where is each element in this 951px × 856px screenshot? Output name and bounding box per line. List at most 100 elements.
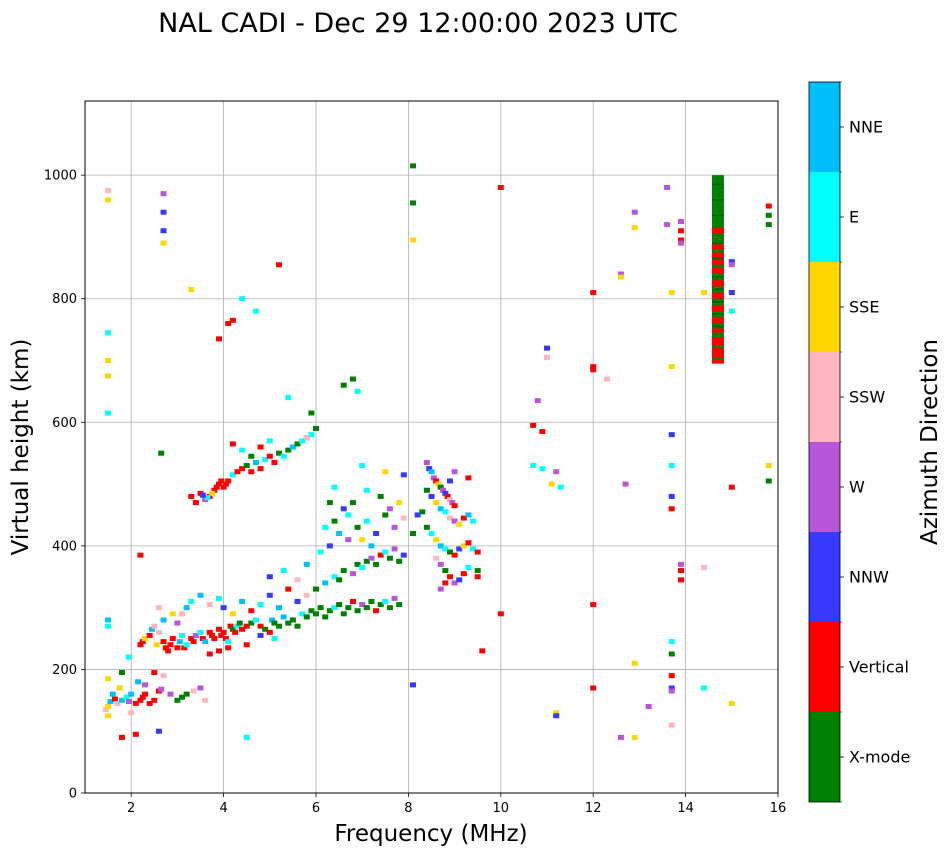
- echo-point: [456, 521, 463, 527]
- echo-point: [460, 515, 467, 521]
- echo-point: [294, 623, 301, 629]
- echo-point: [765, 222, 772, 228]
- column-dark-line: [711, 325, 724, 328]
- echo-point: [142, 682, 149, 688]
- echo-point: [276, 623, 283, 629]
- echo-point: [174, 697, 181, 703]
- echo-point: [322, 524, 329, 530]
- colorbar-tick-label: W: [849, 478, 865, 497]
- echo-point: [179, 694, 186, 700]
- echo-point: [102, 707, 109, 713]
- echo-point: [262, 456, 269, 462]
- echo-point: [326, 500, 333, 506]
- echo-point: [474, 568, 481, 574]
- echo-point: [590, 364, 597, 370]
- echo-point: [243, 642, 250, 648]
- echo-point: [285, 620, 292, 626]
- echo-point: [299, 611, 306, 617]
- echo-point: [677, 240, 684, 246]
- y-tick-label: 400: [52, 539, 77, 554]
- column-dark-line: [711, 313, 724, 315]
- echo-point: [386, 506, 393, 512]
- colorbar-segment: [809, 442, 840, 532]
- echo-point: [234, 469, 241, 475]
- echo-point: [239, 466, 246, 472]
- echo-point: [105, 188, 112, 194]
- echo-point: [158, 686, 165, 692]
- echo-point: [303, 592, 310, 598]
- echo-point: [155, 605, 162, 611]
- echo-point: [114, 700, 121, 706]
- echo-point: [215, 648, 222, 654]
- colorbar-tick-label: NNE: [849, 118, 883, 137]
- echo-point: [410, 200, 417, 206]
- echo-point: [728, 308, 735, 314]
- echo-point: [677, 577, 684, 583]
- echo-point: [340, 611, 347, 617]
- echo-point: [645, 704, 652, 709]
- colorbar-tick-label: SSW: [849, 388, 885, 407]
- echo-point: [430, 475, 437, 481]
- echo-point: [118, 697, 125, 703]
- echo-point: [668, 685, 675, 691]
- echo-point: [276, 262, 283, 268]
- echo-point: [456, 577, 463, 583]
- echo-point: [391, 595, 398, 601]
- column-vertical-band: [711, 292, 724, 299]
- echo-point: [331, 574, 338, 580]
- echo-point: [252, 617, 259, 623]
- echo-point: [289, 617, 296, 623]
- echo-point: [225, 478, 232, 484]
- column-vertical-band: [711, 304, 724, 312]
- echo-point: [451, 580, 458, 586]
- echo-point: [465, 540, 472, 546]
- echo-point: [109, 691, 116, 697]
- echo-point: [456, 546, 463, 552]
- echo-point: [229, 626, 236, 632]
- plot-area: 2 4 6 8 10 12 14 16 0 200 400 600 800 1000: [44, 100, 786, 816]
- y-tick-label: 0: [69, 787, 77, 802]
- echo-point: [229, 441, 236, 447]
- echo-point: [266, 629, 273, 635]
- echo-point: [349, 598, 356, 604]
- echo-point: [548, 481, 555, 487]
- echo-point: [151, 670, 158, 676]
- echo-point: [497, 185, 504, 190]
- echo-point: [317, 549, 324, 555]
- colorbar-frame: [808, 81, 841, 803]
- echo-point: [400, 472, 407, 478]
- echo-point: [176, 639, 183, 645]
- echo-point: [313, 586, 319, 592]
- echo-point: [188, 636, 195, 642]
- echo-point: [677, 228, 684, 234]
- echo-point: [169, 611, 176, 617]
- echo-point: [410, 163, 417, 169]
- echo-point: [354, 608, 361, 614]
- echo-point: [451, 503, 458, 509]
- echo-point: [132, 700, 139, 706]
- echo-point: [139, 639, 146, 645]
- echo-point: [174, 645, 181, 651]
- echo-point: [340, 568, 347, 574]
- echo-point: [622, 481, 629, 487]
- x-tick-label: 8: [404, 801, 412, 816]
- echo-point: [155, 728, 162, 734]
- y-tick-label: 800: [52, 292, 77, 307]
- echo-point: [668, 673, 675, 679]
- column-dark-line: [711, 276, 724, 278]
- echo-point: [105, 713, 112, 719]
- column-vertical-band: [711, 227, 724, 234]
- echo-point: [257, 466, 264, 472]
- echo-point: [728, 259, 735, 265]
- echo-point: [373, 608, 380, 614]
- echo-point: [544, 345, 550, 351]
- echo-point: [442, 546, 449, 552]
- echo-point: [668, 688, 675, 694]
- echo-point: [668, 722, 675, 728]
- echo-point: [266, 453, 273, 459]
- echo-point: [285, 447, 292, 453]
- echo-point: [359, 537, 366, 543]
- echo-point: [326, 608, 333, 614]
- echo-point: [530, 422, 537, 428]
- echo-point: [167, 642, 174, 648]
